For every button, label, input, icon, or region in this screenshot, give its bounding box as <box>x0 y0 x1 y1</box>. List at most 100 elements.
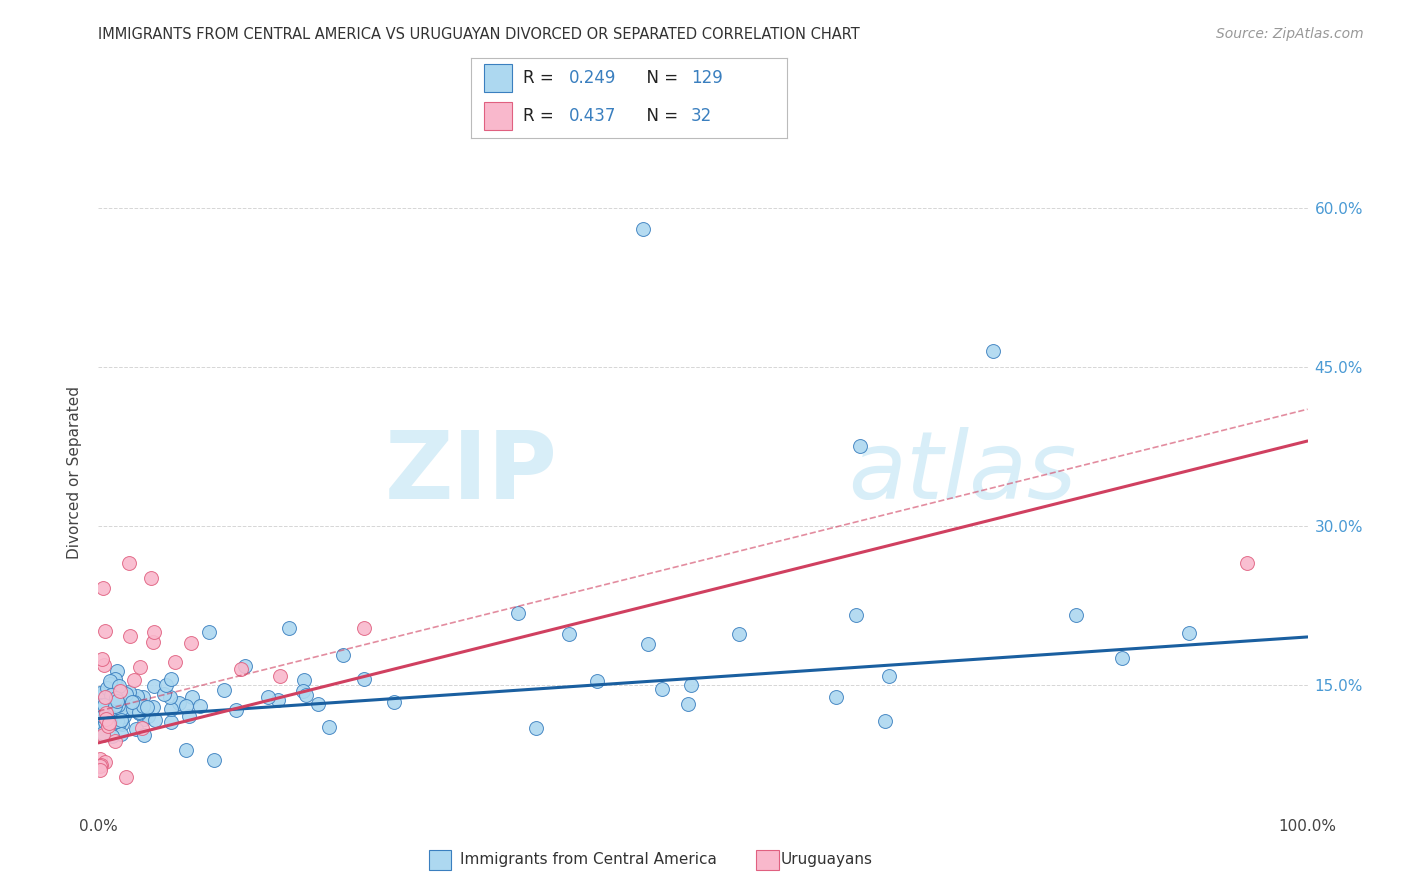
Point <box>96 700 118 714</box>
Point <box>849 439 872 453</box>
Point <box>159 690 181 705</box>
Point <box>91 728 114 742</box>
Point <box>127 702 149 716</box>
Point <box>292 673 315 687</box>
Point <box>845 607 868 622</box>
Point <box>110 727 132 741</box>
Point <box>142 634 165 648</box>
Point <box>104 672 127 686</box>
Point <box>96 712 118 726</box>
Point <box>108 683 131 698</box>
Point <box>91 709 114 723</box>
Point <box>121 690 143 705</box>
Point <box>132 728 155 742</box>
Point <box>98 677 121 691</box>
Point <box>727 626 749 640</box>
Point <box>96 681 118 696</box>
FancyBboxPatch shape <box>484 103 512 130</box>
Point <box>128 705 150 719</box>
Point <box>269 668 291 682</box>
Point <box>875 714 897 728</box>
Point <box>131 690 153 705</box>
Point <box>101 702 124 716</box>
Point <box>105 680 128 694</box>
Point <box>558 626 581 640</box>
Point <box>108 705 131 719</box>
Point <box>229 662 252 676</box>
Point <box>174 698 197 713</box>
Point <box>877 669 900 683</box>
Point <box>160 672 183 686</box>
Text: atlas: atlas <box>848 427 1077 518</box>
Point <box>142 625 165 640</box>
Point <box>90 721 112 735</box>
Point <box>121 695 143 709</box>
Point <box>198 624 221 639</box>
Point <box>97 715 120 730</box>
Text: IMMIGRANTS FROM CENTRAL AMERICA VS URUGUAYAN DIVORCED OR SEPARATED CORRELATION C: IMMIGRANTS FROM CENTRAL AMERICA VS URUGU… <box>98 27 860 42</box>
Point <box>118 556 141 570</box>
Point <box>98 713 121 727</box>
Point <box>112 709 135 723</box>
Point <box>631 222 654 236</box>
Point <box>142 700 165 714</box>
FancyBboxPatch shape <box>484 63 512 92</box>
Point <box>108 683 131 698</box>
Point <box>679 678 702 692</box>
Point <box>91 652 114 666</box>
Point <box>233 659 256 673</box>
Point <box>90 687 112 701</box>
Point <box>94 755 117 769</box>
Point <box>267 692 290 706</box>
Point <box>256 690 278 705</box>
Point <box>93 690 115 705</box>
Point <box>89 687 111 701</box>
Point <box>177 709 200 723</box>
Point <box>89 697 111 711</box>
Text: 0.437: 0.437 <box>569 107 616 125</box>
Point <box>155 678 177 692</box>
Point <box>89 763 111 777</box>
Point <box>103 710 125 724</box>
Point <box>586 674 609 689</box>
Point <box>111 717 134 731</box>
Point <box>110 698 132 712</box>
Point <box>101 729 124 743</box>
Text: Uruguayans: Uruguayans <box>780 853 872 867</box>
Point <box>107 698 129 712</box>
Point <box>105 688 128 702</box>
Text: N =: N = <box>636 70 683 87</box>
Point <box>121 698 143 712</box>
Point <box>100 688 122 702</box>
Point <box>128 660 150 674</box>
Point <box>122 673 145 687</box>
Point <box>160 701 183 715</box>
Point <box>98 714 121 729</box>
Point <box>97 717 120 731</box>
Point <box>824 690 846 705</box>
Point <box>132 698 155 713</box>
Point <box>101 707 124 722</box>
Point <box>160 715 183 730</box>
Point <box>111 709 134 723</box>
Y-axis label: Divorced or Separated: Divorced or Separated <box>67 386 83 559</box>
Point <box>97 689 120 703</box>
Point <box>93 658 115 673</box>
Point <box>89 698 111 713</box>
Point <box>129 695 152 709</box>
Point <box>143 679 166 693</box>
Point <box>118 629 141 643</box>
Point <box>506 606 529 620</box>
Point <box>100 690 122 705</box>
Point <box>93 687 115 701</box>
Point <box>89 685 111 699</box>
Text: R =: R = <box>523 107 560 125</box>
Point <box>278 621 301 635</box>
Point <box>136 709 159 723</box>
Text: Immigrants from Central America: Immigrants from Central America <box>460 853 717 867</box>
Point <box>332 648 354 663</box>
Text: ZIP: ZIP <box>385 426 558 519</box>
Point <box>225 703 247 717</box>
Point <box>202 752 225 766</box>
Point <box>110 713 132 727</box>
